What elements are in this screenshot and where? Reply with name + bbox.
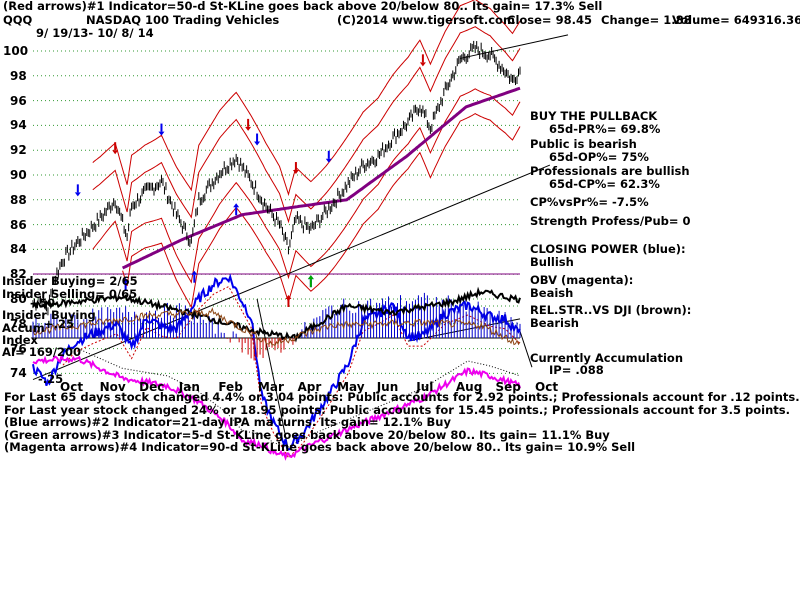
cp-trendline <box>256 298 289 451</box>
change-value: Change= 1.88 <box>601 13 692 27</box>
axis-plus25: +.25 <box>44 317 75 331</box>
closing-power-ma <box>62 285 521 459</box>
buy-arrowhead <box>122 277 129 282</box>
pr-label: 65d-PR%= 69.8% <box>549 122 661 136</box>
obv-label: OBV (magenta): <box>530 273 634 287</box>
buy-arrowhead <box>307 275 314 280</box>
cp-label: 65d-CP%= 62.3% <box>549 177 660 191</box>
accumulation-label: Currently Accumulation <box>530 351 684 365</box>
upper-band <box>92 26 521 224</box>
axis-minus50: -.50 <box>30 296 56 310</box>
obv-line <box>32 353 521 461</box>
strength-label: Strength Profess/Pub= 0 <box>530 214 691 228</box>
sell-arrowhead <box>158 131 165 136</box>
footer-line1: For Last 65 days stock changed 4.4% or 3… <box>4 390 800 404</box>
y-tick-label: 98 <box>10 68 27 83</box>
y-tick-label: 74 <box>10 366 27 381</box>
y-tick-label: 100 <box>3 44 29 58</box>
sell-arrowhead <box>245 126 252 131</box>
header-line1: (Red arrows)#1 Indicator=50-d St-KLine g… <box>3 0 603 13</box>
y-tick-label: 78 <box>10 316 27 331</box>
x-month-label: Apr <box>297 380 322 394</box>
insider-selling: Insider Selling= 0/65 <box>2 287 138 301</box>
y-tick-label: 90 <box>10 168 27 182</box>
closing-power-label: CLOSING POWER (blue): <box>530 242 686 256</box>
chart-title: NASDAQ 100 Trading Vehicles <box>86 13 280 27</box>
obv-status: Beaish <box>530 286 574 300</box>
footer-line2: For Last year stock changed 24% or 18.95… <box>4 403 791 417</box>
cp-break-line <box>519 331 533 368</box>
y-tick-label: 86 <box>10 217 27 232</box>
resistance-trendline <box>460 34 569 59</box>
buy-arrowhead <box>233 203 240 208</box>
footer-line3: (Blue arrows)#2 Indicator=21-day IPA ma … <box>4 415 451 429</box>
y-tick-label: 82 <box>10 267 27 282</box>
professionals-label: Professionals are bullish <box>530 164 690 178</box>
y-tick-label: 84 <box>10 242 27 257</box>
public-label: Public is bearish <box>530 137 637 151</box>
close-value: Close= 98.45 <box>507 13 592 27</box>
sell-arrowhead <box>254 141 261 146</box>
x-month-label: Jun <box>376 380 399 394</box>
x-month-label: Nov <box>99 380 126 394</box>
y-tick-label: 76 <box>10 341 27 356</box>
x-month-label: May <box>337 380 365 394</box>
cpvspr-label: CP%vsPr%= -7.5% <box>530 195 649 209</box>
symbol: QQQ <box>3 13 33 27</box>
volume-value: Volume= 649316.36 <box>672 13 800 27</box>
insider-buying: Insider Buying= 2/65 <box>2 274 138 288</box>
ip-label: IP= .088 <box>549 363 604 377</box>
copyright: (C)2014 www.tigersoft.com <box>337 13 515 27</box>
ai-label: AI= 169/200 <box>2 345 82 359</box>
sell-arrowhead <box>74 192 81 197</box>
closing-power-status: Bullish <box>530 255 574 269</box>
buy-pullback-label: BUY THE PULLBACK <box>530 109 658 123</box>
insider-buying-2: Insider Buying <box>2 308 96 322</box>
axis-minus25: -.25 <box>38 372 64 386</box>
x-month-label: Sep <box>495 380 521 394</box>
x-month-label: Jul <box>416 380 434 394</box>
x-month-label: Mar <box>257 380 284 394</box>
y-tick-label: 88 <box>10 192 27 207</box>
y-tick-label: 94 <box>10 118 27 133</box>
relstr-status: Bearish <box>530 316 579 330</box>
footer-line4: (Green arrows)#3 Indicator=5-d St-KLine … <box>4 428 610 442</box>
sell-arrowhead <box>325 158 332 163</box>
moving-average-line <box>121 86 521 270</box>
index-label: Index <box>2 333 38 347</box>
sell-arrowhead <box>112 150 119 155</box>
accum-label: Accum <box>2 321 45 335</box>
y-tick-label: 92 <box>10 143 27 158</box>
y-tick-label: 80 <box>10 292 27 306</box>
outer-lower-band <box>122 113 521 309</box>
lower-band <box>92 88 521 284</box>
x-month-label: Aug <box>455 380 483 394</box>
relstr-line <box>32 286 521 343</box>
x-month-label: Oct <box>60 380 84 394</box>
x-month-label: Feb <box>218 380 243 394</box>
op-label: 65d-OP%= 75% <box>549 150 649 164</box>
sell-arrowhead <box>292 170 299 175</box>
relstr-label: REL.STR..VS DJI (brown): <box>530 303 692 317</box>
x-month-label: Jan <box>178 380 200 394</box>
support-trendline <box>32 164 551 381</box>
x-month-label: Dec <box>139 380 165 394</box>
x-month-label: Oct <box>535 380 559 394</box>
buy-arrowhead <box>191 270 198 275</box>
date-range: 9/ 19/13- 10/ 8/ 14 <box>36 26 154 40</box>
footer-line5: (Magenta arrows)#4 Indicator=90-d St-KLi… <box>4 440 636 454</box>
buy-arrowhead <box>285 295 292 299</box>
outer-upper-band <box>92 0 521 197</box>
sell-arrowhead <box>419 62 426 67</box>
relstr-dji-line <box>32 307 521 347</box>
y-tick-label: 96 <box>10 93 27 108</box>
